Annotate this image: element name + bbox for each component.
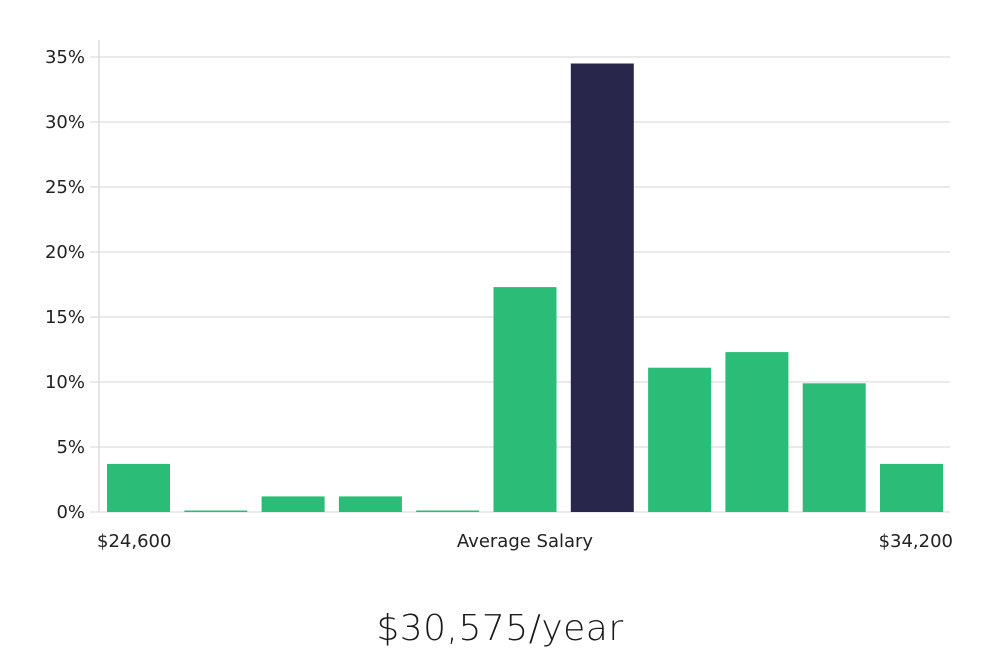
y-tick-label: 20% bbox=[45, 242, 85, 263]
average-salary-value: $30,575/year bbox=[376, 608, 624, 649]
bar bbox=[880, 463, 943, 512]
y-tick-label: 5% bbox=[56, 437, 85, 458]
bar bbox=[648, 367, 712, 512]
x-label-max: $34,200 bbox=[879, 531, 953, 552]
x-label-min: $24,600 bbox=[97, 531, 171, 552]
bar bbox=[416, 510, 480, 512]
bar bbox=[725, 352, 789, 512]
bar bbox=[261, 496, 325, 512]
bar bbox=[107, 463, 170, 512]
y-tick-label: 0% bbox=[56, 502, 85, 523]
bars bbox=[107, 63, 943, 512]
y-tick-label: 15% bbox=[45, 307, 85, 328]
bar bbox=[184, 510, 248, 512]
y-tick-label: 35% bbox=[45, 47, 85, 68]
bar bbox=[802, 383, 866, 512]
y-tick-label: 10% bbox=[45, 372, 85, 393]
y-tick-label: 25% bbox=[45, 177, 85, 198]
salary-histogram: 0% 5% 10% 15% 20% 25% 30% 35% $24,600 Average S… bbox=[45, 40, 953, 552]
bar-highlight bbox=[570, 63, 634, 512]
bar bbox=[338, 496, 402, 512]
y-axis-ticks: 0% 5% 10% 15% 20% 25% 30% 35% bbox=[45, 47, 85, 523]
y-tick-label: 30% bbox=[45, 112, 85, 133]
x-label-average: Average Salary bbox=[457, 531, 594, 552]
bar bbox=[493, 287, 557, 512]
